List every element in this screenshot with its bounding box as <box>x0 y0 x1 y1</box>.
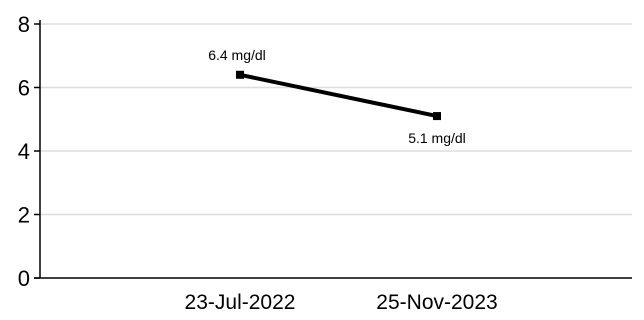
y-tick-label: 6 <box>18 76 30 101</box>
x-axis-ticks: 23-Jul-2022 25-Nov-2023 <box>185 291 498 314</box>
data-label: 5.1 mg/dl <box>408 130 466 146</box>
data-point-marker <box>236 70 244 79</box>
data-label: 6.4 mg/dl <box>208 47 266 63</box>
x-tick-label: 25-Nov-2023 <box>376 291 497 314</box>
series-group: 6.4 mg/dl 5.1 mg/dl <box>208 47 466 146</box>
x-tick-label: 23-Jul-2022 <box>185 291 296 314</box>
y-axis-ticks: 0 2 4 6 8 <box>18 12 40 291</box>
y-tick-label: 8 <box>18 12 30 37</box>
y-tick-label: 2 <box>18 203 30 228</box>
data-point-marker <box>433 112 441 121</box>
y-tick-label: 0 <box>18 266 30 291</box>
series-line <box>239 72 438 119</box>
y-tick-label: 4 <box>18 139 30 164</box>
gridlines <box>40 23 632 216</box>
